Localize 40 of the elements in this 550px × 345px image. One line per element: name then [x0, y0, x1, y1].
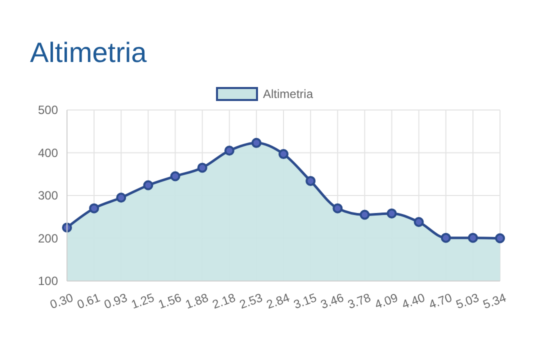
point [224, 146, 234, 156]
point [386, 208, 397, 218]
y-tick-label: 200 [38, 231, 58, 246]
point [278, 149, 288, 160]
x-tick-label: 5.34 [481, 290, 508, 312]
point [468, 232, 478, 243]
point [306, 176, 316, 186]
x-tick-label: 4.40 [400, 290, 428, 312]
x-tick-label: 1.25 [129, 290, 156, 312]
y-tick-label: 500 [38, 103, 58, 118]
x-tick-label: 3.15 [292, 290, 319, 312]
x-tick-label: 4.09 [372, 290, 400, 312]
point [332, 203, 343, 214]
point [170, 171, 180, 182]
y-tick-label: 300 [38, 188, 58, 203]
x-tick-label: 3.78 [346, 290, 373, 312]
point [143, 180, 154, 190]
x-tick-label: 2.53 [238, 290, 265, 312]
point [360, 210, 370, 220]
chart-title: Altimetria [30, 37, 148, 68]
x-tick-label: 0.30 [48, 290, 76, 312]
point [414, 217, 424, 228]
point [116, 192, 126, 203]
x-tick-label: 4.70 [427, 290, 454, 312]
point [440, 232, 451, 243]
x-tick-label: 0.93 [102, 290, 130, 312]
point [251, 138, 262, 148]
y-tick-label: 400 [38, 146, 58, 160]
x-tick-label: 5.03 [454, 290, 482, 312]
x-tick-label: 0.61 [75, 290, 102, 312]
legend-label: Altimetria [263, 87, 314, 102]
x-tick-label: 3.46 [318, 290, 346, 312]
x-tick-label: 2.84 [264, 290, 292, 312]
x-tick-label: 2.18 [210, 290, 238, 312]
y-tick-label: 100 [38, 274, 58, 288]
point [89, 203, 100, 214]
x-tick-label: 1.88 [183, 290, 211, 312]
point [495, 233, 505, 244]
point [197, 162, 208, 173]
x-tick-label: 1.56 [156, 290, 184, 312]
